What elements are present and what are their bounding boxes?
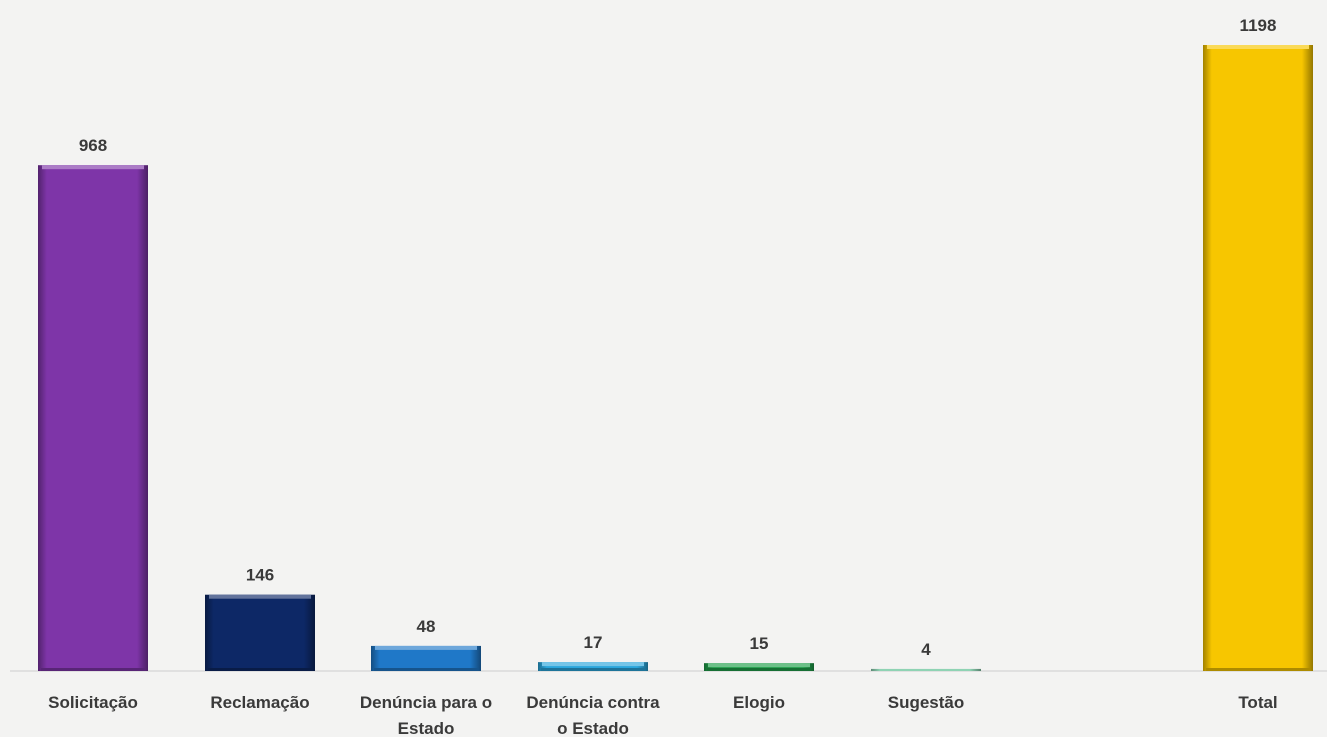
bar-1 xyxy=(205,594,315,671)
value-label-0: 968 xyxy=(79,136,107,155)
value-label-4: 15 xyxy=(750,634,769,653)
category-label-2-line-0: Denúncia para o xyxy=(360,693,492,712)
category-label-3-line-1: o Estado xyxy=(557,719,629,737)
category-label-2-line-1: Estado xyxy=(398,719,455,737)
category-label-1: Reclamação xyxy=(210,693,309,712)
bar-highlight-6 xyxy=(1207,45,1309,49)
bar-0 xyxy=(38,165,148,671)
value-label-5: 4 xyxy=(921,640,931,659)
category-label-6: Total xyxy=(1238,693,1277,712)
bar-5 xyxy=(871,668,981,671)
value-label-3: 17 xyxy=(584,633,603,652)
bar-highlight-1 xyxy=(209,594,311,599)
bar-bevel-1 xyxy=(208,668,312,671)
labels-layer: 968 Solicitação 146 Reclamação 48 Denúncia pa… xyxy=(48,16,1278,737)
value-label-2: 48 xyxy=(417,617,436,636)
bar-highlight-0 xyxy=(42,165,144,170)
bar-highlight-3 xyxy=(542,662,644,667)
bar-bevel-6 xyxy=(1206,668,1310,671)
value-label-1: 146 xyxy=(246,566,274,585)
category-label-4: Elogio xyxy=(733,693,785,712)
bar-3 xyxy=(538,662,648,671)
value-label-6: 1198 xyxy=(1240,16,1277,35)
bar-bevel-4 xyxy=(707,668,811,671)
bar-bevel-3 xyxy=(541,668,645,671)
category-label-0: Solicitação xyxy=(48,693,138,712)
category-label-3-line-0: Denúncia contra xyxy=(526,693,660,712)
bar-2 xyxy=(371,645,481,671)
bar-bevel-0 xyxy=(41,668,145,671)
bars-layer xyxy=(38,45,1313,671)
category-label-5: Sugestão xyxy=(888,693,965,712)
bar-6 xyxy=(1203,45,1313,671)
bar-highlight-4 xyxy=(708,663,810,668)
bar-highlight-2 xyxy=(375,645,477,650)
bar-bevel-2 xyxy=(374,668,478,671)
